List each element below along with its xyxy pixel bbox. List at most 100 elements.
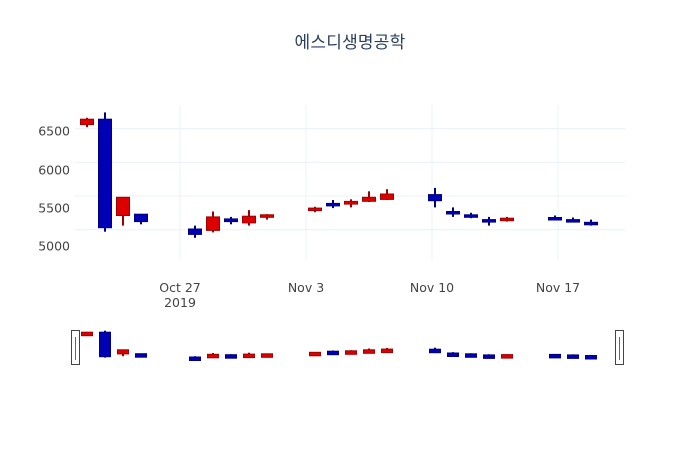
- candlestick-13[interactable]: [380, 189, 394, 200]
- candle-body: [308, 207, 322, 212]
- rs-body: [345, 350, 357, 355]
- x-tick-oct27-line2: 2019: [164, 295, 196, 310]
- rangeslider-left-handle[interactable]: [71, 330, 80, 365]
- candlestick-19[interactable]: [548, 215, 562, 221]
- candlestick-0[interactable]: [80, 117, 94, 128]
- candlestick-18[interactable]: [500, 216, 514, 222]
- rangeslider-candle-10: [327, 350, 339, 356]
- rs-body: [381, 348, 393, 354]
- rangeslider-candle-13: [381, 348, 393, 354]
- rs-body: [189, 356, 201, 361]
- rangeslider-candle-19: [549, 353, 561, 359]
- candlestick-3[interactable]: [134, 213, 148, 225]
- rs-body: [567, 354, 579, 359]
- candle-body: [500, 217, 514, 222]
- rangeslider-candle-17: [483, 354, 495, 359]
- x-tick-nov3: Nov 3: [246, 280, 366, 295]
- rangeslider-candle-21: [585, 354, 597, 360]
- x-tick-nov10-line1: Nov 10: [409, 280, 455, 295]
- candle-body: [428, 194, 442, 202]
- candlestick-6[interactable]: [224, 216, 238, 225]
- rs-body: [99, 331, 111, 358]
- candlestick-5[interactable]: [206, 211, 220, 233]
- candle-body: [206, 216, 220, 231]
- y-tick-5500: 5500: [38, 200, 70, 216]
- rs-body: [225, 354, 237, 359]
- candle-body: [242, 215, 256, 224]
- y-tick-6500: 6500: [38, 123, 70, 139]
- x-tick-nov10: Nov 10: [372, 280, 492, 295]
- x-tick-oct27-line1: Oct 27: [159, 280, 201, 295]
- rangeslider-svg: [81, 330, 597, 361]
- candlestick-11[interactable]: [344, 199, 358, 208]
- candlestick-14[interactable]: [428, 187, 442, 208]
- candle-body: [134, 213, 148, 223]
- rangeslider-candle-5: [207, 353, 219, 359]
- candle-body: [566, 219, 580, 223]
- candlestick-15[interactable]: [446, 207, 460, 217]
- rangeslider-candle-1: [99, 330, 111, 358]
- candle-body: [362, 196, 376, 202]
- candlestick-9[interactable]: [308, 206, 322, 213]
- rangeslider-candle-11: [345, 350, 357, 355]
- rangeslider-candle-15: [447, 352, 459, 357]
- candlestick-8[interactable]: [260, 214, 274, 220]
- candle-body: [464, 214, 478, 218]
- rangeslider[interactable]: [71, 330, 625, 372]
- candle-body: [344, 200, 358, 205]
- x-tick-oct27: Oct 27 2019: [120, 280, 240, 310]
- rangeslider-right-grip: [619, 337, 620, 360]
- candlestick-2[interactable]: [116, 196, 130, 226]
- rs-body: [585, 355, 597, 360]
- candle-body: [224, 218, 238, 223]
- rangeslider-candle-3: [135, 353, 147, 358]
- candlestick-21[interactable]: [584, 219, 598, 226]
- candle-body: [188, 228, 202, 235]
- candlestick-10[interactable]: [326, 200, 340, 209]
- rs-body: [327, 350, 339, 356]
- rangeslider-candle-8: [261, 353, 273, 358]
- candle-body: [116, 196, 130, 217]
- rs-body: [261, 353, 273, 358]
- rs-body: [81, 331, 93, 337]
- candlestick-12[interactable]: [362, 191, 376, 202]
- candlestick-4[interactable]: [188, 225, 202, 238]
- candlestick-1[interactable]: [98, 112, 112, 232]
- candle-body: [98, 118, 112, 229]
- rs-body: [465, 353, 477, 358]
- y-tick-6000: 6000: [38, 162, 70, 178]
- candlestick-svg: [75, 105, 625, 260]
- rangeslider-candle-9: [309, 351, 321, 357]
- rangeslider-candle-18: [501, 354, 513, 359]
- rs-body: [363, 349, 375, 354]
- rangeslider-right-handle[interactable]: [615, 330, 624, 365]
- candlestick-16[interactable]: [464, 212, 478, 219]
- rangeslider-candle-20: [567, 354, 579, 359]
- candle-body: [548, 217, 562, 221]
- chart-title: 에스디생명공학: [294, 33, 406, 53]
- candle-body: [584, 221, 598, 226]
- x-tick-nov17: Nov 17: [498, 280, 618, 295]
- candle-body: [326, 202, 340, 207]
- rangeslider-candle-14: [429, 347, 441, 354]
- rangeslider-candle-7: [243, 352, 255, 359]
- rs-body: [309, 351, 321, 357]
- candlestick-17[interactable]: [482, 216, 496, 226]
- candlestick-plot-area[interactable]: [75, 105, 625, 260]
- candlestick-20[interactable]: [566, 217, 580, 223]
- rs-body: [117, 349, 129, 355]
- rangeslider-candle-4: [189, 356, 201, 361]
- rs-body: [501, 354, 513, 359]
- candle-body: [380, 193, 394, 200]
- rs-body: [447, 352, 459, 357]
- x-tick-nov17-line1: Nov 17: [535, 280, 581, 295]
- rangeslider-candle-12: [363, 348, 375, 354]
- rs-body: [243, 353, 255, 359]
- candlestick-7[interactable]: [242, 210, 256, 226]
- candle-body: [446, 211, 460, 215]
- candle-body: [260, 214, 274, 218]
- candle-body: [482, 219, 496, 223]
- x-tick-nov3-line1: Nov 3: [287, 280, 325, 295]
- candle-body: [80, 118, 94, 126]
